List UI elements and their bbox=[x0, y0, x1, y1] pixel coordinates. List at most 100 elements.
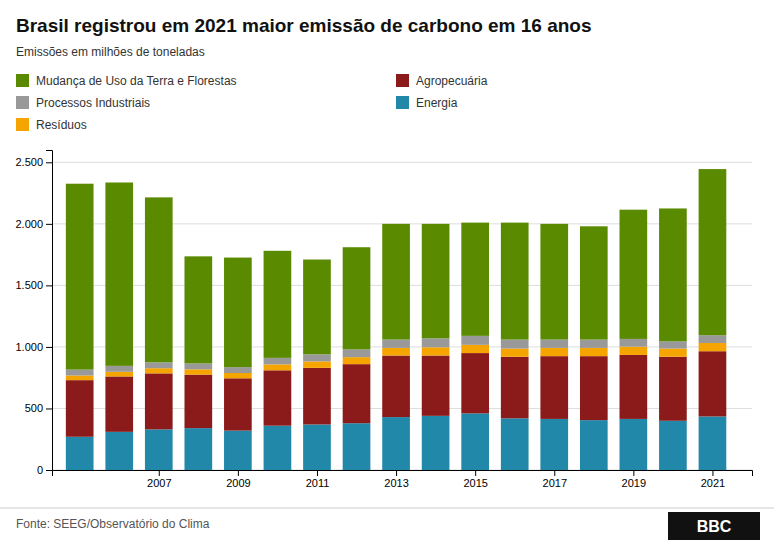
bar bbox=[145, 373, 173, 429]
y-tick-label: 500 bbox=[25, 402, 43, 414]
y-tick-label: 1.000 bbox=[15, 341, 43, 353]
bar bbox=[145, 368, 173, 373]
bar bbox=[343, 364, 371, 423]
subtitle: Emissões em milhões de toneladas bbox=[16, 45, 205, 59]
bar bbox=[540, 340, 568, 348]
y-tick-mark bbox=[46, 285, 52, 286]
legend-item: Resíduos bbox=[16, 118, 87, 132]
x-tick-mark bbox=[633, 470, 634, 476]
logo: BBC bbox=[668, 512, 760, 540]
bar bbox=[66, 375, 94, 380]
x-tick-mark bbox=[712, 470, 713, 476]
legend-label: Processos Industriais bbox=[36, 96, 150, 110]
legend-label: Agropecuária bbox=[416, 74, 488, 88]
bar bbox=[540, 348, 568, 356]
y-tick: 500 bbox=[25, 402, 52, 414]
legend-swatch bbox=[16, 118, 29, 131]
y-tick-mark bbox=[46, 408, 52, 409]
bar bbox=[382, 340, 410, 348]
bar bbox=[184, 428, 212, 470]
logo-text: BBC bbox=[697, 518, 732, 535]
bar bbox=[66, 380, 94, 437]
x-tick-mark bbox=[396, 470, 397, 476]
bar bbox=[422, 347, 450, 355]
bar bbox=[422, 416, 450, 470]
x-tick: 2019 bbox=[622, 470, 646, 489]
bar bbox=[145, 197, 173, 362]
y-tick-label: 1.500 bbox=[15, 279, 43, 291]
x-tick: 2021 bbox=[701, 470, 725, 489]
bar bbox=[659, 421, 687, 470]
bar bbox=[105, 182, 133, 365]
bar bbox=[501, 223, 529, 340]
y-tick: 1.000 bbox=[15, 341, 52, 353]
x-tick-label: 2013 bbox=[384, 477, 408, 489]
bar bbox=[620, 355, 648, 419]
legend-swatch bbox=[396, 96, 409, 109]
bar bbox=[264, 358, 292, 365]
grid bbox=[52, 162, 752, 470]
x-tick: 2015 bbox=[463, 470, 487, 489]
logo-box bbox=[668, 512, 760, 540]
legend-item: Energia bbox=[396, 96, 458, 110]
legend-label: Mudança de Uso da Terra e Florestas bbox=[36, 74, 237, 88]
bar bbox=[184, 369, 212, 374]
bar bbox=[303, 260, 331, 355]
bar bbox=[620, 339, 648, 347]
bar bbox=[461, 345, 489, 353]
x-tick: 2007 bbox=[147, 470, 171, 489]
bar bbox=[343, 423, 371, 470]
x-tick-label: 2009 bbox=[226, 477, 250, 489]
bar bbox=[501, 349, 529, 357]
y-tick-label: 0 bbox=[37, 464, 43, 476]
bar bbox=[105, 366, 133, 372]
bar bbox=[461, 336, 489, 345]
bar bbox=[382, 224, 410, 340]
chart: Brasil registrou em 2021 maior emissão d… bbox=[0, 0, 774, 544]
bar bbox=[540, 224, 568, 340]
grid-line bbox=[52, 162, 752, 163]
bar bbox=[264, 426, 292, 470]
bar bbox=[303, 368, 331, 425]
bar bbox=[501, 357, 529, 419]
x-axis: 20072009201120132015201720192021 bbox=[53, 470, 753, 489]
bar bbox=[540, 419, 568, 470]
bar bbox=[343, 247, 371, 349]
bar bbox=[501, 340, 529, 349]
bar bbox=[382, 356, 410, 418]
bar bbox=[224, 378, 252, 430]
series bbox=[66, 351, 726, 437]
bar bbox=[264, 370, 292, 425]
bar bbox=[620, 210, 648, 339]
bar bbox=[461, 413, 489, 470]
x-tick: 2011 bbox=[306, 470, 330, 489]
bar bbox=[461, 353, 489, 413]
bar bbox=[580, 226, 608, 339]
x-tick-label: 2007 bbox=[147, 477, 171, 489]
y-tick-mark bbox=[46, 162, 52, 163]
x-tick-label: 2019 bbox=[622, 477, 646, 489]
bar bbox=[105, 372, 133, 377]
legend: Mudança de Uso da Terra e Florestas Proce… bbox=[16, 74, 488, 132]
x-axis-line bbox=[53, 471, 753, 477]
series bbox=[66, 169, 726, 369]
bar bbox=[66, 437, 94, 470]
x-tick-mark bbox=[159, 470, 160, 476]
y-tick-mark bbox=[46, 224, 52, 225]
bar bbox=[343, 357, 371, 364]
x-tick-mark bbox=[475, 470, 476, 476]
bar bbox=[580, 420, 608, 470]
bar bbox=[461, 223, 489, 336]
legend-swatch bbox=[16, 96, 29, 109]
bar bbox=[382, 417, 410, 470]
bar bbox=[659, 341, 687, 348]
y-tick: 1.500 bbox=[15, 279, 52, 291]
bar bbox=[66, 184, 94, 370]
bar bbox=[303, 361, 331, 367]
x-tick-mark bbox=[554, 470, 555, 476]
bar bbox=[184, 256, 212, 363]
x-tick: 2013 bbox=[384, 470, 408, 489]
y-tick: 2.500 bbox=[15, 156, 52, 168]
plot: 05001.0001.5002.0002.5002007200920112013… bbox=[15, 151, 752, 489]
legend-item: Mudança de Uso da Terra e Florestas bbox=[16, 74, 237, 88]
